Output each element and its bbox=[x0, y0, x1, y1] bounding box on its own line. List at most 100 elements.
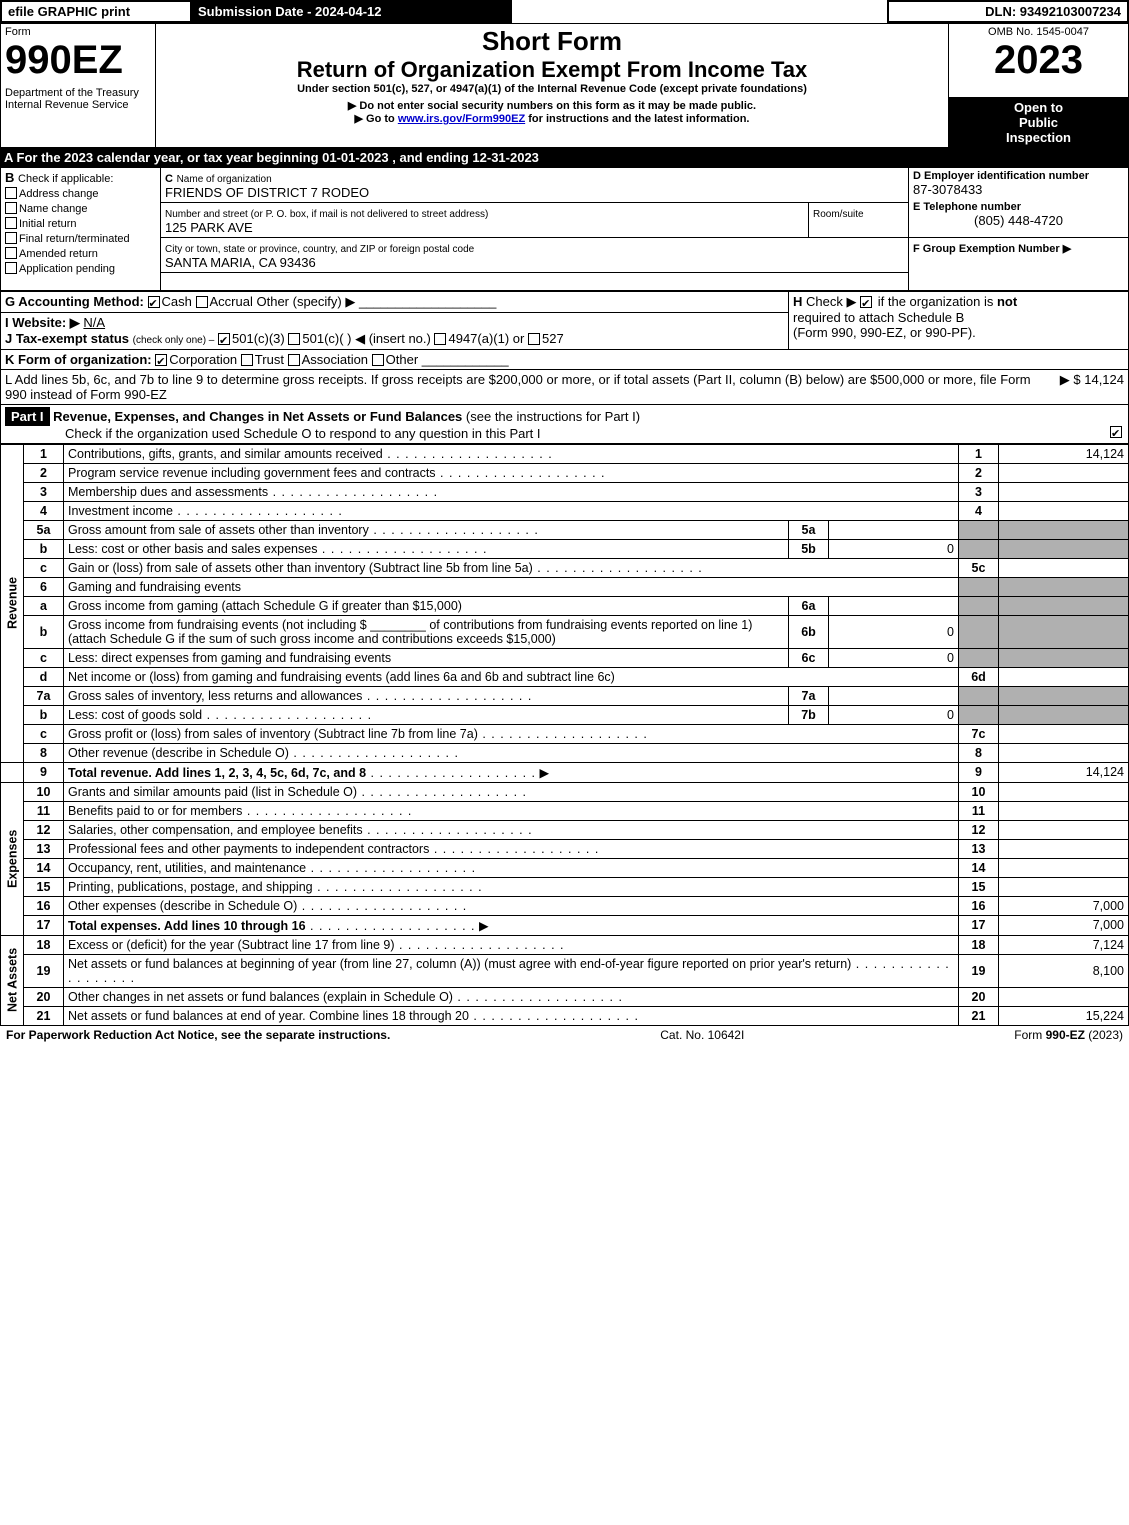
j-527-checkbox[interactable] bbox=[528, 333, 540, 345]
name-change-checkbox[interactable] bbox=[5, 202, 17, 214]
city: SANTA MARIA, CA 93436 bbox=[165, 255, 316, 270]
j-501c3-checkbox[interactable] bbox=[218, 333, 230, 345]
addr-change: Address change bbox=[19, 188, 99, 200]
final-checkbox[interactable] bbox=[5, 232, 17, 244]
ghij-block: G Accounting Method: Cash Accrual Other … bbox=[0, 291, 1129, 350]
l7c-text: Gross profit or (loss) from sales of inv… bbox=[68, 727, 478, 741]
l6a-sub: 6a bbox=[789, 596, 829, 615]
l16-text: Other expenses (describe in Schedule O) bbox=[68, 899, 297, 913]
l-amount: ▶ $ 14,124 bbox=[1052, 372, 1124, 402]
k-corp-checkbox[interactable] bbox=[155, 354, 167, 366]
ein: 87-3078433 bbox=[913, 182, 1124, 197]
l8-num: 8 bbox=[24, 743, 64, 762]
l6c-sub: 6c bbox=[789, 648, 829, 667]
l7c-amt bbox=[999, 724, 1129, 743]
l12-amt bbox=[999, 820, 1129, 839]
cash-checkbox[interactable] bbox=[148, 296, 160, 308]
street-label: Number and street (or P. O. box, if mail… bbox=[165, 209, 488, 220]
dln: DLN: 93492103007234 bbox=[888, 1, 1128, 22]
l1-text: Contributions, gifts, grants, and simila… bbox=[68, 447, 383, 461]
l5b-subamt: 0 bbox=[829, 539, 959, 558]
goto-post: for instructions and the latest informat… bbox=[525, 113, 749, 125]
l3-text: Membership dues and assessments bbox=[68, 485, 268, 499]
name-change: Name change bbox=[19, 203, 88, 215]
l10-box: 10 bbox=[959, 782, 999, 801]
l5a-subamt bbox=[829, 520, 959, 539]
l13-num: 13 bbox=[24, 839, 64, 858]
part1-paren: (see the instructions for Part I) bbox=[466, 409, 640, 424]
h-not: not bbox=[997, 294, 1017, 309]
l3-box: 3 bbox=[959, 482, 999, 501]
amended-checkbox[interactable] bbox=[5, 247, 17, 259]
lines-table: Revenue 1 Contributions, gifts, grants, … bbox=[0, 444, 1129, 1026]
l1-box: 1 bbox=[959, 444, 999, 463]
l5b-text: Less: cost or other basis and sales expe… bbox=[68, 542, 317, 556]
l7a-text: Gross sales of inventory, less returns a… bbox=[68, 689, 362, 703]
l5a-num: 5a bbox=[24, 520, 64, 539]
accrual-checkbox[interactable] bbox=[196, 296, 208, 308]
c-name-label: Name of organization bbox=[177, 174, 272, 185]
l21-amt: 15,224 bbox=[999, 1006, 1129, 1025]
initial: Initial return bbox=[19, 218, 76, 230]
omb: OMB No. 1545-0047 bbox=[953, 26, 1124, 38]
l18-box: 18 bbox=[959, 935, 999, 954]
l6b-sub: 6b bbox=[789, 615, 829, 648]
i-label: I Website: ▶ bbox=[5, 315, 80, 330]
l4-box: 4 bbox=[959, 501, 999, 520]
page-footer: For Paperwork Reduction Act Notice, see … bbox=[0, 1026, 1129, 1044]
l15-box: 15 bbox=[959, 877, 999, 896]
l6-text: Gaming and fundraising events bbox=[64, 577, 959, 596]
l12-box: 12 bbox=[959, 820, 999, 839]
j-4947-checkbox[interactable] bbox=[434, 333, 446, 345]
netassets-group: Net Assets bbox=[1, 935, 24, 1025]
l20-box: 20 bbox=[959, 987, 999, 1006]
l6b-text1: Gross income from fundraising events (no… bbox=[68, 618, 367, 632]
k-other-checkbox[interactable] bbox=[372, 354, 384, 366]
l6d-text: Net income or (loss) from gaming and fun… bbox=[68, 670, 615, 684]
l14-num: 14 bbox=[24, 858, 64, 877]
badge-open: Open to bbox=[953, 100, 1124, 115]
initial-checkbox[interactable] bbox=[5, 217, 17, 229]
l19-amt: 8,100 bbox=[999, 954, 1129, 987]
footer-right-post: (2023) bbox=[1085, 1028, 1123, 1042]
section-a: A For the 2023 calendar year, or tax yea… bbox=[0, 148, 1129, 167]
k-assoc-checkbox[interactable] bbox=[288, 354, 300, 366]
l7b-sub: 7b bbox=[789, 705, 829, 724]
part1-scho-checkbox[interactable] bbox=[1110, 426, 1122, 438]
k-trust: Trust bbox=[255, 352, 284, 367]
l9-text: Total revenue. Add lines 1, 2, 3, 4, 5c,… bbox=[68, 766, 366, 780]
l6d-amt bbox=[999, 667, 1129, 686]
l5a-text: Gross amount from sale of assets other t… bbox=[68, 523, 369, 537]
l6c-text: Less: direct expenses from gaming and fu… bbox=[68, 651, 391, 665]
l19-num: 19 bbox=[24, 954, 64, 987]
l1-amt: 14,124 bbox=[999, 444, 1129, 463]
b-check-label: Check if applicable: bbox=[18, 173, 113, 185]
accrual-label: Accrual bbox=[210, 294, 253, 309]
l6d-num: d bbox=[24, 667, 64, 686]
l11-box: 11 bbox=[959, 801, 999, 820]
l19-box: 19 bbox=[959, 954, 999, 987]
addr-change-checkbox[interactable] bbox=[5, 187, 17, 199]
l14-box: 14 bbox=[959, 858, 999, 877]
k-assoc: Association bbox=[302, 352, 368, 367]
k-label: K Form of organization: bbox=[5, 352, 152, 367]
l13-box: 13 bbox=[959, 839, 999, 858]
efile-label[interactable]: efile GRAPHIC print bbox=[1, 1, 191, 22]
l17-num: 17 bbox=[24, 915, 64, 935]
amended: Amended return bbox=[19, 248, 98, 260]
street: 125 PARK AVE bbox=[165, 220, 253, 235]
top-bar: efile GRAPHIC print Submission Date - 20… bbox=[0, 0, 1129, 23]
l6a-num: a bbox=[24, 596, 64, 615]
revenue-group: Revenue bbox=[1, 444, 24, 762]
l7c-num: c bbox=[24, 724, 64, 743]
j-sub: (check only one) – bbox=[133, 335, 215, 346]
e-label: E Telephone number bbox=[913, 201, 1124, 213]
j-501c-checkbox[interactable] bbox=[288, 333, 300, 345]
h-checkbox[interactable] bbox=[860, 296, 872, 308]
l7b-text: Less: cost of goods sold bbox=[68, 708, 202, 722]
k-trust-checkbox[interactable] bbox=[241, 354, 253, 366]
j-4947: 4947(a)(1) or bbox=[448, 331, 524, 346]
pending-checkbox[interactable] bbox=[5, 262, 17, 274]
irs-link[interactable]: www.irs.gov/Form990EZ bbox=[398, 113, 525, 125]
k-corp: Corporation bbox=[169, 352, 237, 367]
